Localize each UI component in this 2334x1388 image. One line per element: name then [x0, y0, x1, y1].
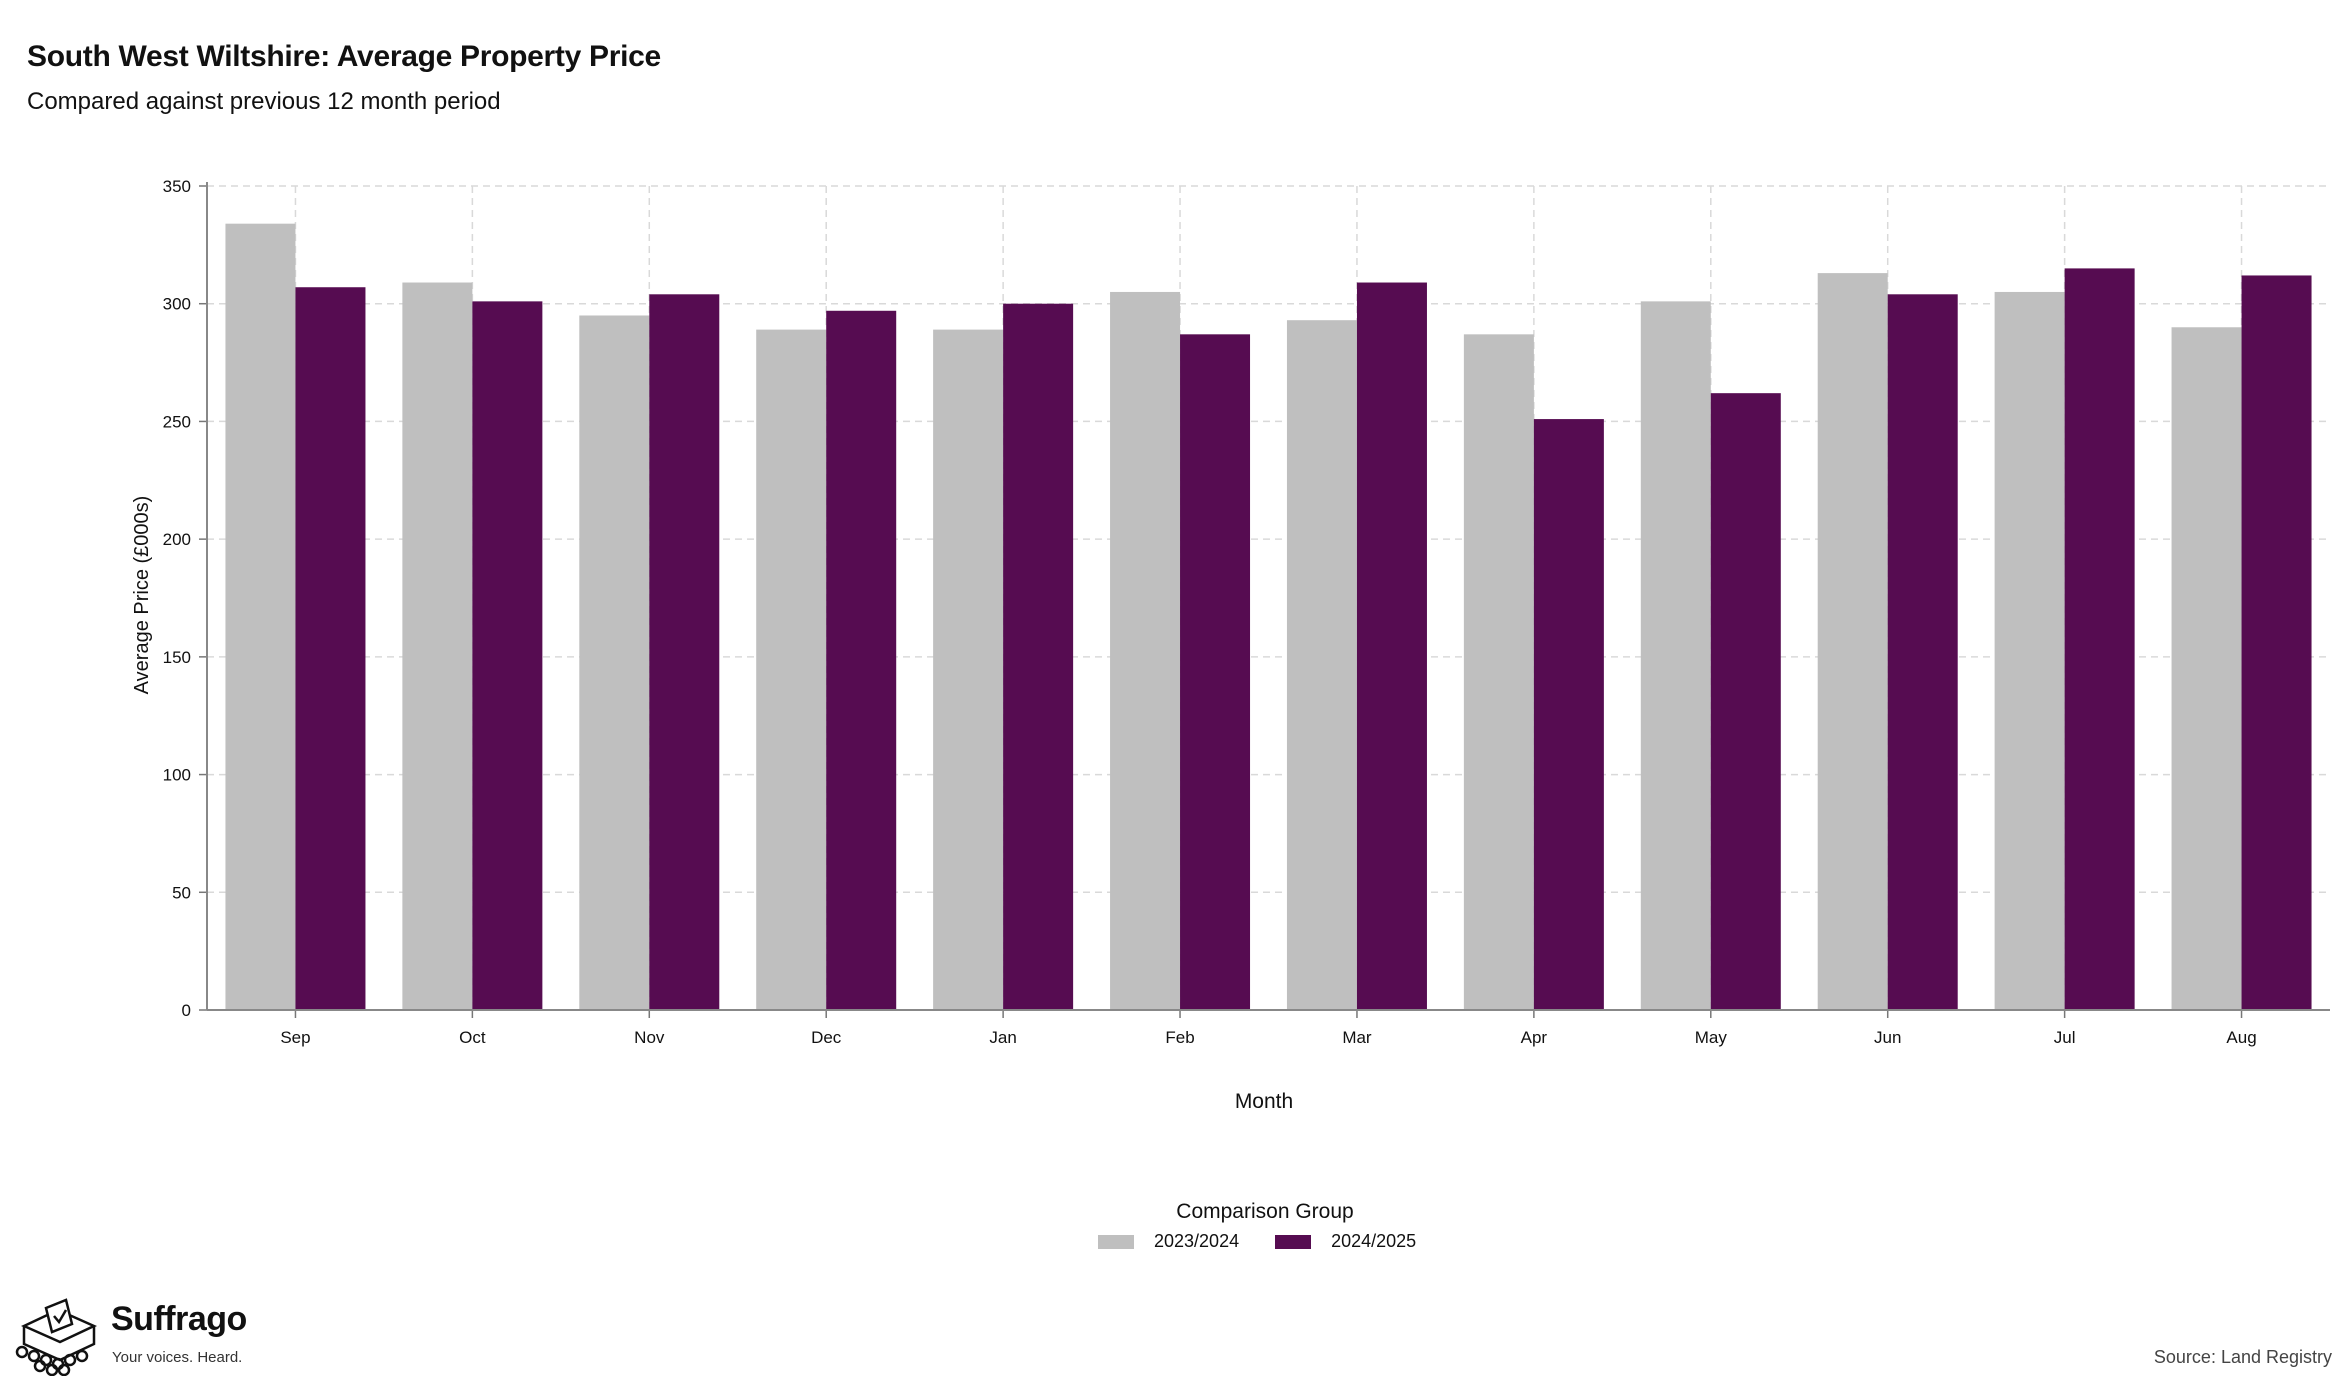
bar-2023-2024-may — [1640, 301, 1711, 1010]
legend-swatch — [1098, 1234, 1134, 1249]
bar-chart: 0 50 100 150 200 250 300 350 Sep Oct Nov Dec Jan Feb M… — [131, 177, 2330, 1113]
x-tick-label: Aug — [2226, 1028, 2256, 1047]
bar-2024-2025-feb — [1180, 334, 1251, 1010]
bar-2023-2024-aug — [2171, 327, 2242, 1010]
source-note: Source: Land Registry — [2153, 1347, 2332, 1367]
bar-2023-2024-dec — [756, 329, 827, 1010]
x-tick-label: Jun — [1874, 1028, 1901, 1047]
bar-2024-2025-sep — [295, 287, 366, 1011]
bar-2023-2024-sep — [225, 223, 296, 1010]
x-tick-label: Oct — [459, 1028, 486, 1047]
bar-2024-2025-may — [1710, 393, 1781, 1011]
y-tick-label: 150 — [163, 648, 191, 667]
legend-swatch — [1275, 1234, 1312, 1249]
bar-2024-2025-jul — [2064, 268, 2135, 1010]
legend-items: 2023/2024 2024/2025 — [1098, 1231, 1452, 1252]
bar-2024-2025-apr — [1533, 419, 1604, 1010]
bar-2023-2024-feb — [1110, 291, 1181, 1010]
legend-item-2023-2024: 2023/2024 — [1098, 1231, 1239, 1252]
brand-tagline: Your voices. Heard. — [112, 1349, 243, 1366]
y-tick-label: 0 — [182, 1001, 191, 1020]
x-tick-label: Sep — [280, 1028, 310, 1047]
x-tick-label: Apr — [1521, 1028, 1548, 1047]
y-tick-label: 50 — [172, 883, 191, 902]
chart-title: South West Wiltshire: Average Property P… — [27, 40, 661, 73]
bar-2024-2025-jun — [1887, 294, 1958, 1011]
bar-2023-2024-nov — [579, 315, 650, 1010]
x-tick-label: Jul — [2054, 1028, 2076, 1047]
ballot-box-logo-icon — [15, 1298, 98, 1376]
x-tick-label: Mar — [1342, 1028, 1372, 1047]
legend-label: 2023/2024 — [1154, 1231, 1240, 1251]
chart-subtitle: Compared against previous 12 month perio… — [27, 88, 501, 115]
bar-2023-2024-oct — [402, 282, 473, 1010]
bar-2023-2024-jul — [1994, 291, 2065, 1010]
bar-2023-2024-apr — [1463, 334, 1534, 1010]
bar-2024-2025-oct — [472, 301, 543, 1010]
y-tick-label: 350 — [163, 177, 191, 196]
x-tick-label: Feb — [1165, 1028, 1194, 1047]
bar-2023-2024-jun — [1817, 273, 1888, 1010]
legend-item-2024-2025: 2024/2025 — [1275, 1231, 1416, 1252]
y-tick-label: 200 — [163, 530, 191, 549]
bar-2024-2025-aug — [2241, 275, 2312, 1010]
legend-title: Comparison Group — [1176, 1200, 1354, 1223]
bar-2023-2024-jan — [933, 329, 1004, 1010]
bar-2024-2025-jan — [1003, 303, 1074, 1010]
brand-name: Suffrago — [111, 1300, 247, 1338]
x-tick-label: Nov — [634, 1028, 665, 1047]
x-axis-label: Month — [1235, 1090, 1293, 1113]
bar-2024-2025-mar — [1356, 282, 1427, 1010]
x-tick-label: May — [1695, 1028, 1728, 1047]
y-tick-label: 250 — [163, 412, 191, 431]
y-axis-label: Average Price (£000s) — [131, 496, 153, 695]
y-tick-label: 100 — [163, 766, 191, 785]
legend: Comparison Group 2023/2024 2024/2025 — [0, 1198, 2334, 1268]
x-tick-label: Jan — [989, 1028, 1016, 1047]
y-tick-label: 300 — [163, 295, 191, 314]
axes: 0 50 100 150 200 250 300 350 Sep Oct Nov Dec Jan Feb M… — [163, 177, 2330, 1047]
x-tick-label: Dec — [811, 1028, 842, 1047]
legend-label: 2024/2025 — [1331, 1231, 1417, 1251]
bars — [225, 223, 2312, 1011]
bar-2024-2025-nov — [649, 294, 720, 1011]
bar-2023-2024-mar — [1286, 320, 1357, 1010]
bar-2024-2025-dec — [826, 310, 897, 1011]
